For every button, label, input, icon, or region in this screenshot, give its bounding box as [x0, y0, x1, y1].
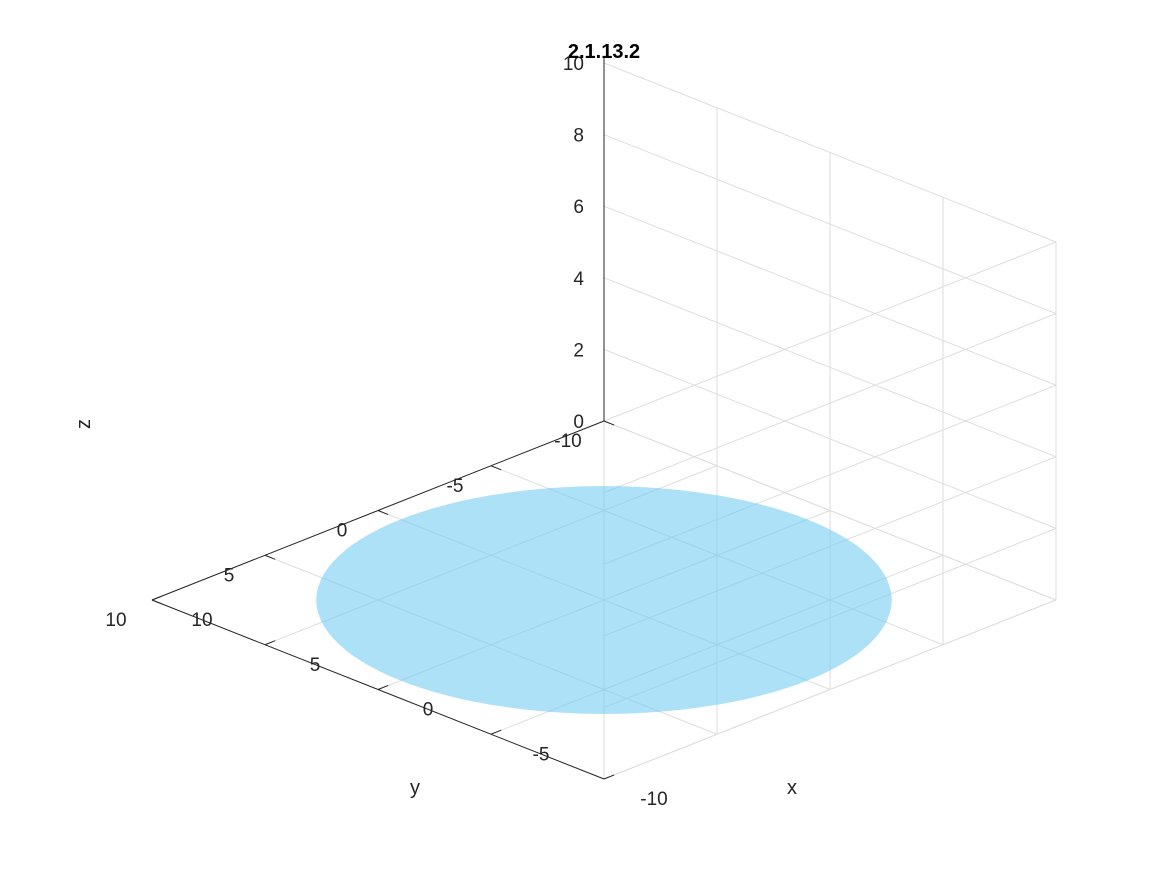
grid-line	[603, 62, 1057, 243]
x-axis-label: x	[787, 777, 797, 799]
grid-line	[603, 420, 1057, 601]
grid-line	[603, 599, 1057, 780]
grid-line	[603, 456, 1057, 637]
z-tick-label: 8	[573, 126, 584, 147]
disk-surface	[316, 486, 892, 714]
chart-title: 2.1.13.2	[568, 41, 640, 63]
grid-lines	[151, 62, 1057, 780]
y-tick-mark	[264, 554, 276, 560]
y-axis-label: y	[410, 777, 420, 799]
grid-line	[603, 348, 1057, 529]
x-tick-mark	[264, 640, 276, 646]
grid-line	[603, 241, 1057, 422]
y-tick-mark	[603, 420, 615, 426]
z-tick-label: 0	[573, 412, 584, 433]
y-tick-label: -10	[554, 431, 581, 452]
y-tick-mark	[490, 465, 502, 471]
y-tick-mark	[151, 599, 163, 605]
disk-highlight	[316, 486, 892, 714]
z-tick-label: 4	[573, 269, 584, 290]
x-tick-mark	[377, 685, 389, 690]
grid-line	[603, 277, 1057, 458]
y-tick-label: 10	[105, 610, 126, 631]
z-tick-label: 6	[573, 197, 584, 218]
grid-line	[603, 205, 1057, 386]
y-tick-mark	[377, 510, 389, 515]
grid-line	[603, 134, 1057, 315]
grid-line	[603, 527, 1057, 708]
x-tick-label: 0	[423, 700, 434, 721]
z-axis-label: z	[73, 419, 95, 429]
grid-line	[603, 313, 1057, 494]
x-tick-label: -5	[533, 744, 550, 765]
x-tick-mark	[603, 774, 615, 780]
grid-line	[264, 554, 718, 735]
y-tick-label: -5	[447, 476, 464, 497]
surface-group	[316, 486, 892, 714]
z-tick-label: 10	[563, 54, 584, 75]
tick-labels: -10 -5 0 5 10 -10 -5 0 5 10 0 2 4 6 8 10	[105, 54, 667, 810]
grid-line	[603, 384, 1057, 565]
x-tick-mark	[151, 595, 163, 601]
y-tick-label: 5	[224, 565, 235, 586]
z-tick-label: 2	[573, 340, 584, 361]
x-tick-label: 10	[191, 610, 212, 631]
x-tick-label: 5	[310, 655, 321, 676]
x-tick-mark	[490, 729, 502, 735]
y-tick-label: 0	[337, 521, 348, 542]
tick-marks	[151, 57, 615, 780]
x-tick-label: -10	[640, 789, 667, 810]
